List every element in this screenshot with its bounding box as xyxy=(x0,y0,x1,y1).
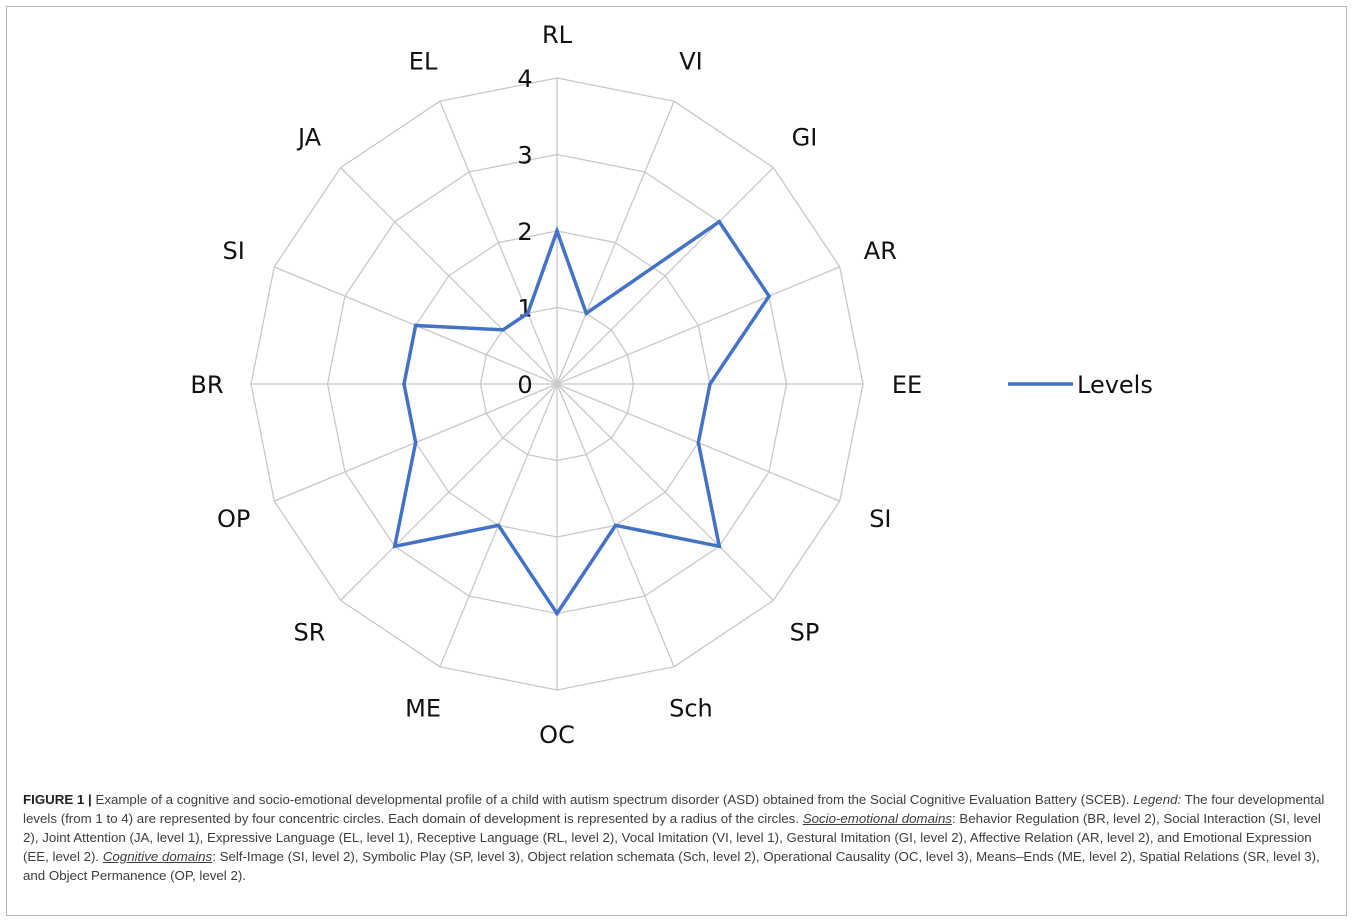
data-point-oc-9 xyxy=(555,611,559,616)
legend-entry-label: Levels xyxy=(1077,371,1153,399)
figure-label: FIGURE 1 | xyxy=(23,792,92,807)
tick-label-2: 2 xyxy=(517,218,532,246)
data-point-sch-8 xyxy=(613,523,618,528)
figure-caption: FIGURE 1 | Example of a cognitive and so… xyxy=(23,791,1328,886)
tick-label-4: 4 xyxy=(517,65,532,93)
radial-tick-labels: 0 1 2 3 4 xyxy=(517,65,532,399)
category-label-si-14: SI xyxy=(222,237,244,265)
data-point-br-13 xyxy=(402,382,406,386)
category-label-rl-1: RL xyxy=(542,21,573,49)
data-point-sp-7 xyxy=(717,544,722,549)
caption-part: : Behavior Regulation (BR, level 2), Soc… xyxy=(23,810,1321,864)
category-label-sch-8: Sch xyxy=(669,694,713,722)
category-label-me-10: ME xyxy=(405,694,441,722)
data-point-rl-1 xyxy=(555,229,559,233)
tick-label-1: 1 xyxy=(517,295,532,323)
grid-spoke-3 xyxy=(556,167,774,385)
socio-emotional-heading: Socio-emotional domains xyxy=(802,810,953,826)
category-label-oc-9: OC xyxy=(539,721,575,749)
category-label-si-6: SI xyxy=(869,505,891,533)
grid-spoke-16 xyxy=(439,101,558,385)
grid-spoke-11 xyxy=(340,383,558,601)
caption-part: The four developmental levels (from 1 to… xyxy=(23,792,1325,826)
grid-spoke-15 xyxy=(340,167,558,385)
caption-legend-word: Legend: xyxy=(1133,792,1182,807)
caption-part: Example of a cognitive and socio-emotion… xyxy=(91,792,1134,807)
category-label-ar-4: AR xyxy=(864,237,897,265)
data-point-ar-4 xyxy=(767,294,771,298)
data-point-me-10 xyxy=(496,523,501,528)
series-line-1 xyxy=(392,219,772,617)
figure-frame xyxy=(6,6,1347,916)
radar-series xyxy=(392,219,772,617)
data-point-si-6 xyxy=(696,440,701,445)
caption-part: : Self-Image (SI, level 2), Symbolic Pla… xyxy=(23,848,1320,883)
category-label-br-13: BR xyxy=(190,371,223,399)
category-label-ja-15: JA xyxy=(296,124,322,152)
grid-spoke-4 xyxy=(556,266,840,385)
category-label-el-16: EL xyxy=(409,48,438,76)
data-point-si-14 xyxy=(413,323,418,328)
grid-spoke-7 xyxy=(556,383,774,601)
category-label-sr-11: SR xyxy=(294,618,326,646)
data-point-op-12 xyxy=(413,440,418,445)
data-point-sr-11 xyxy=(392,544,397,549)
tick-label-3: 3 xyxy=(517,142,532,170)
data-point-el-16 xyxy=(525,311,530,316)
category-label-ee-5: EE xyxy=(892,371,922,399)
category-label-gi-3: GI xyxy=(792,124,818,152)
cognitive-heading: Cognitive domains xyxy=(102,848,213,864)
radar-grid xyxy=(250,77,864,691)
data-point-gi-3 xyxy=(717,219,722,224)
grid-spoke-2 xyxy=(556,101,675,385)
data-point-vi-2 xyxy=(584,311,589,316)
legend: Levels xyxy=(1008,371,1153,399)
data-point-ee-5 xyxy=(708,382,712,386)
category-labels: RL VI GI AR EE SI SP Sch OC ME SR OP BR SI JA EL xyxy=(190,21,922,749)
category-label-vi-2: VI xyxy=(679,48,703,76)
tick-label-0: 0 xyxy=(517,371,532,399)
data-point-ja-15 xyxy=(501,328,505,332)
category-label-sp-7: SP xyxy=(790,618,820,646)
category-label-op-12: OP xyxy=(217,505,250,533)
